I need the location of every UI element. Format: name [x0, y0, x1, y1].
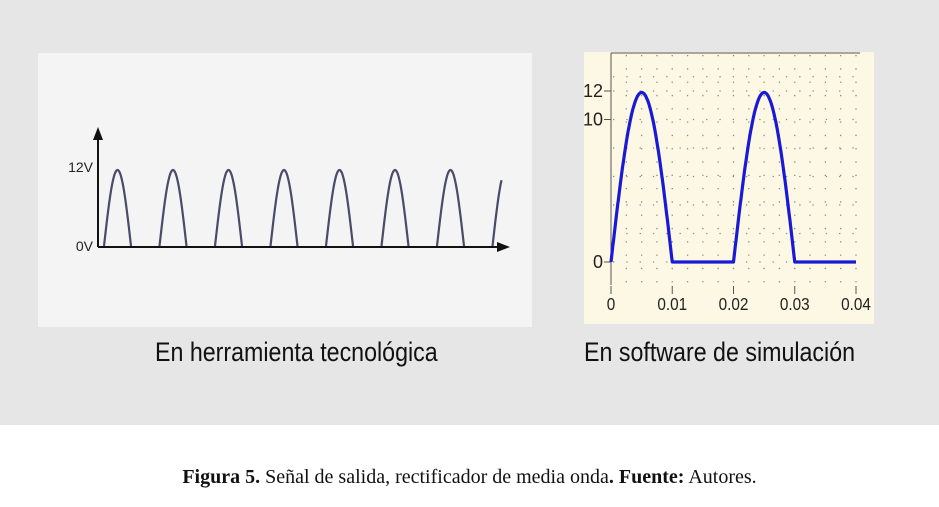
left-tick-label-12v: 12V	[68, 159, 94, 175]
left-pulse-5	[324, 168, 355, 247]
right-y-tick-label-12: 12	[583, 81, 603, 101]
left-pulse-6	[380, 168, 410, 247]
left-pulse-2	[158, 168, 188, 247]
right-x-tick-label-0: 0	[607, 294, 616, 314]
left-chart-axes: 12V 0V	[68, 127, 510, 254]
figure-label: Figura 5.	[182, 466, 261, 488]
source-value: Autores.	[688, 466, 757, 488]
right-x-tick-label-0.03: 0.03	[780, 294, 810, 314]
right-series	[609, 90, 857, 264]
figure-description: Señal de salida, rectificador de media o…	[265, 466, 609, 488]
left-pulse-3	[213, 168, 244, 247]
right-y-tick-label-10: 10	[583, 110, 603, 130]
left-pulse-8	[491, 179, 503, 247]
right-signal-line	[609, 90, 857, 264]
right-x-tick-label-0.01: 0.01	[657, 294, 687, 314]
right-chart-axes	[610, 52, 860, 285]
left-chart-caption: En herramienta tecnológica	[155, 337, 438, 367]
left-chart-area	[38, 53, 532, 327]
left-series	[102, 168, 503, 247]
left-x-axis-arrow	[497, 242, 510, 252]
left-tick-label-0v: 0V	[76, 238, 94, 254]
right-x-tick-label-0.04: 0.04	[841, 294, 871, 314]
left-pulse-1	[102, 168, 133, 247]
figure-panel: 12V 0V 12 10 0 0 0.01 0.02 0.03 0.04 En herrami…	[0, 0, 939, 425]
right-chart: 12 10 0 0 0.01 0.02 0.03 0.04	[583, 52, 871, 314]
left-pulse-4	[269, 168, 299, 247]
source-label: . Fuente:	[608, 466, 685, 488]
figure-caption: Figura 5. Señal de salida, rectificador …	[0, 466, 939, 489]
right-x-tick-label-0.02: 0.02	[719, 294, 749, 314]
left-pulse-7	[435, 168, 466, 247]
right-ticks: 12 10 0 0 0.01 0.02 0.03 0.04	[583, 81, 871, 314]
right-chart-caption: En software de simulación	[584, 337, 856, 367]
left-y-axis-arrow	[93, 127, 103, 140]
left-chart: 12V 0V	[68, 127, 510, 254]
right-y-tick-label-0: 0	[593, 252, 603, 272]
